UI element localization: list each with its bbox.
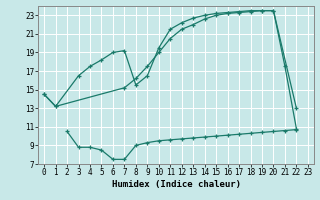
X-axis label: Humidex (Indice chaleur): Humidex (Indice chaleur) bbox=[111, 180, 241, 189]
